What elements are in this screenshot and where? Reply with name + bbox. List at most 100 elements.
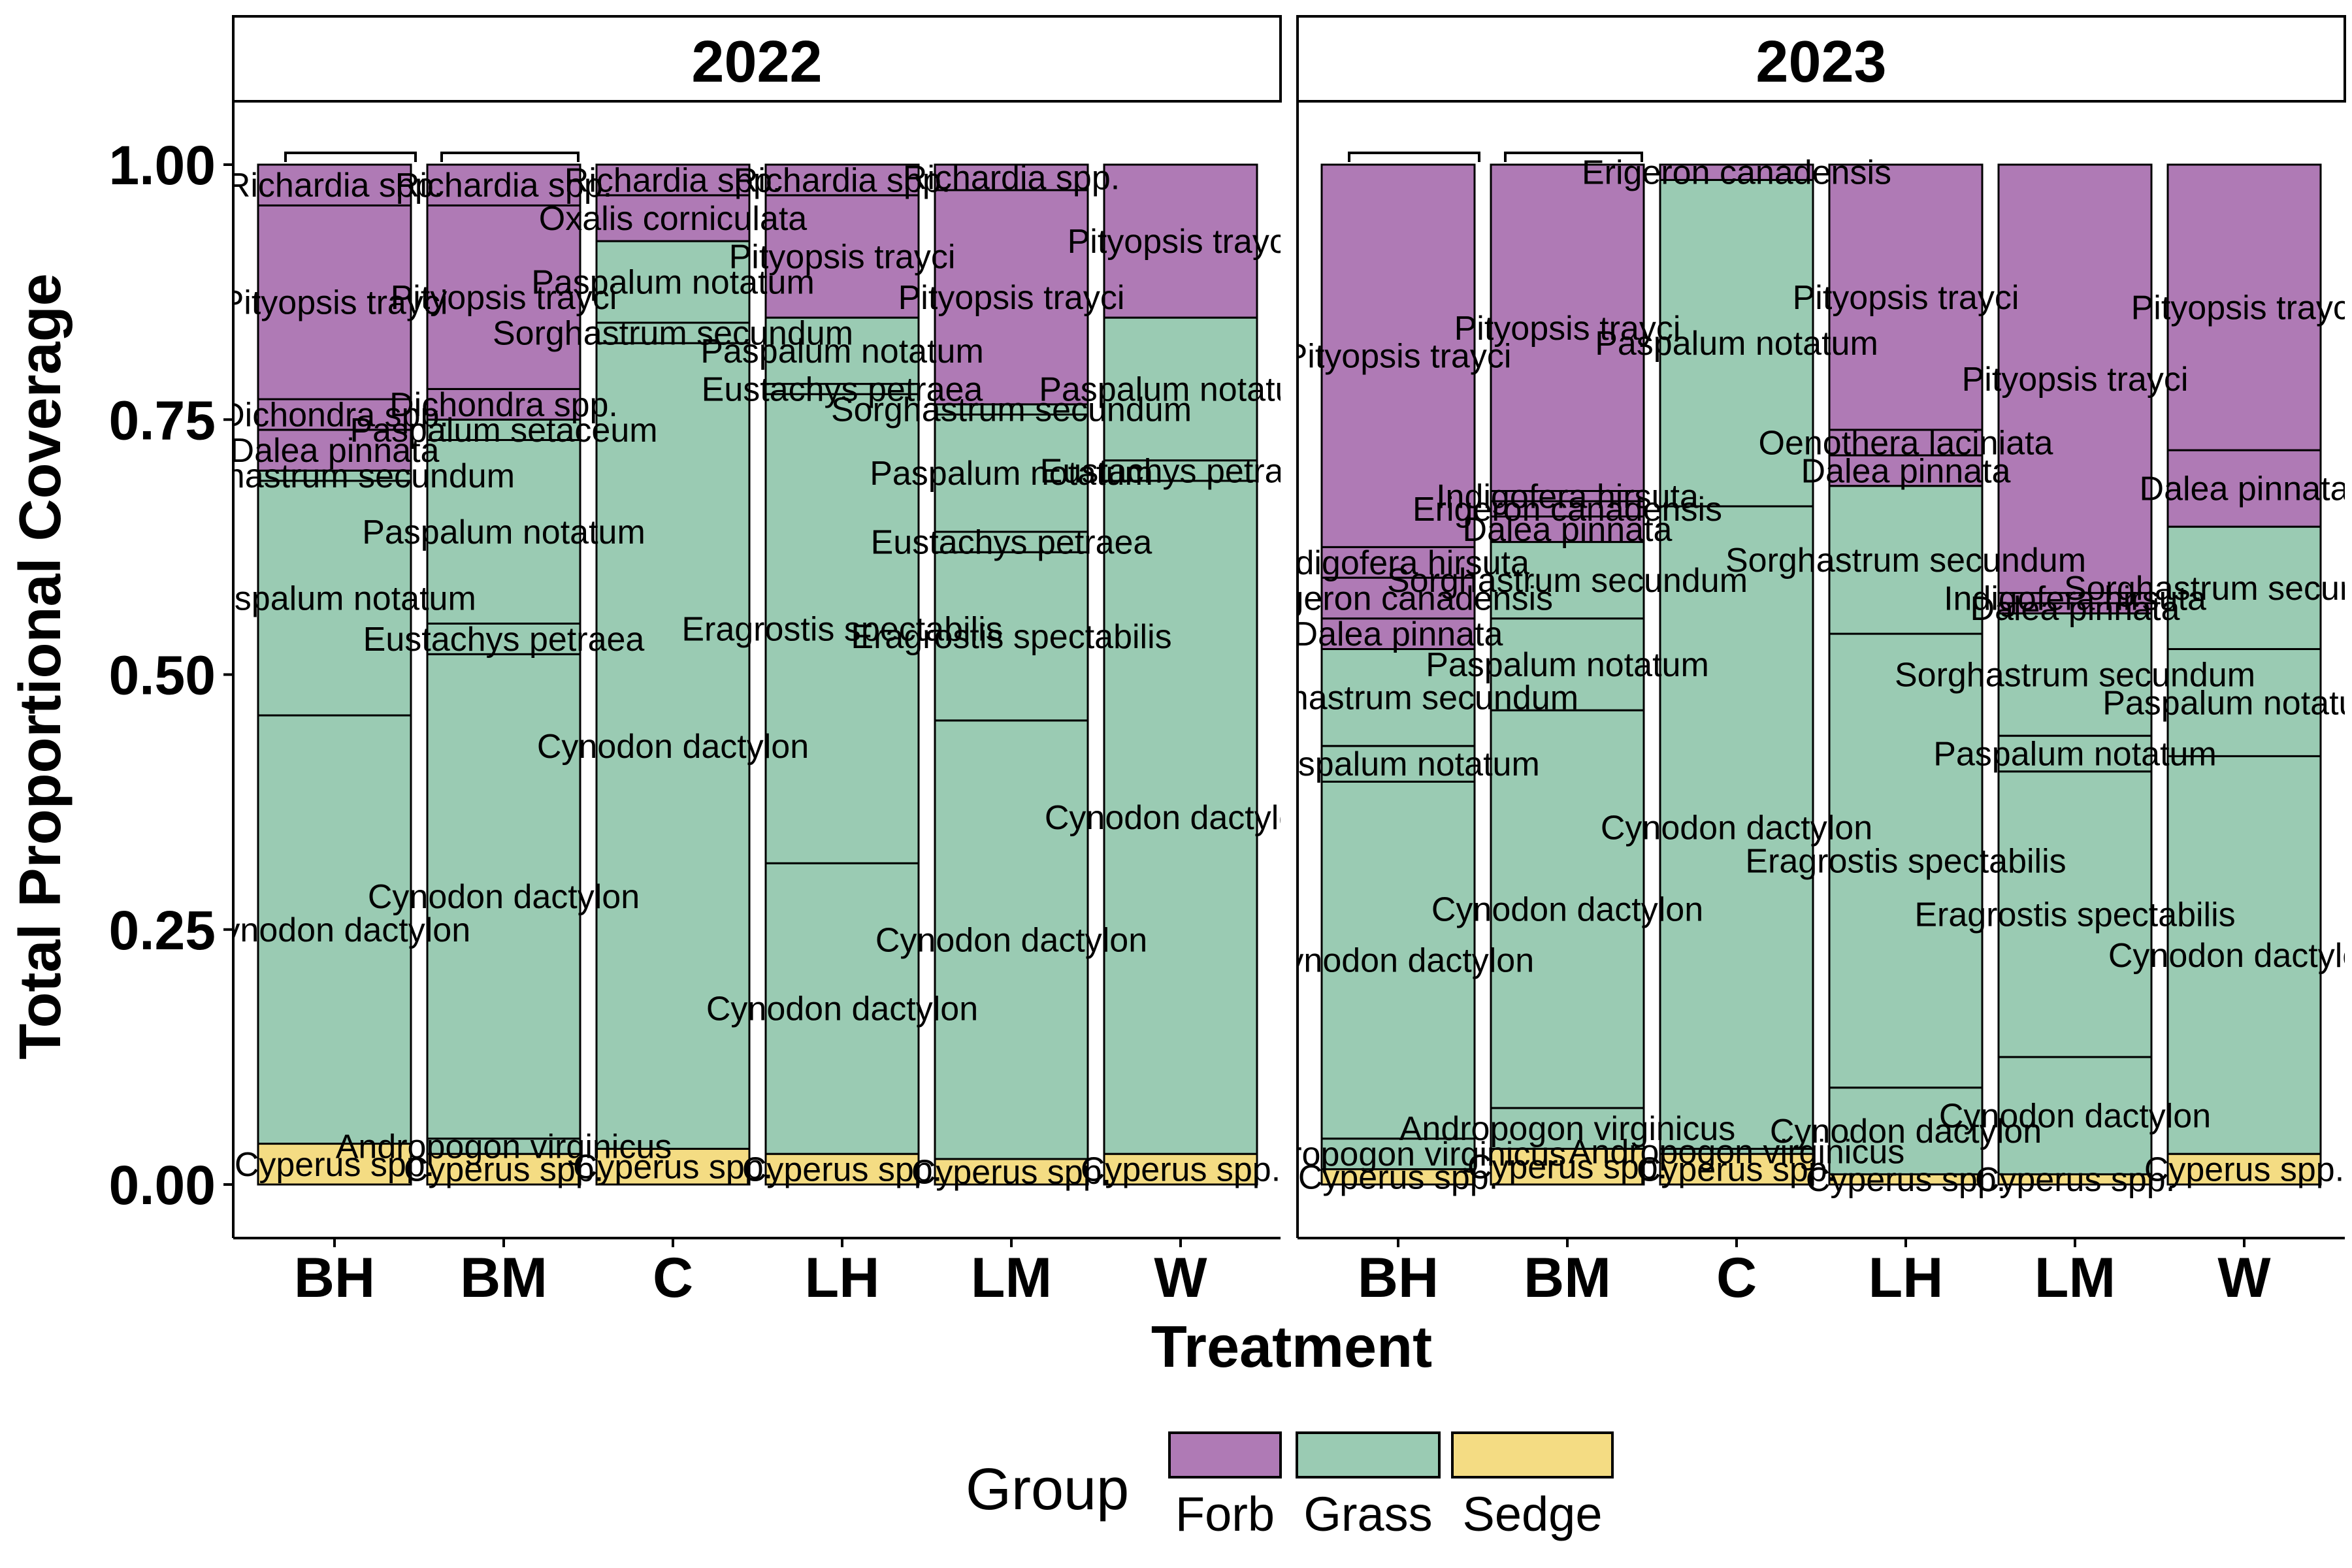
segment-label: Cyperus spp.: [2144, 1151, 2344, 1189]
bar-segment: [1320, 546, 1476, 579]
facet-strip: [1296, 15, 2346, 103]
segment-label: Eustachys petraea: [702, 370, 983, 408]
bar-segment: [1490, 1147, 1645, 1186]
segment-label: Eragrostis spectabilis: [1745, 842, 2066, 880]
segment-label: Cyperus spp.: [235, 1146, 434, 1184]
segment-label: Eustachys petraea: [871, 524, 1152, 562]
y-axis-title: Total Proportional Coverage: [8, 273, 73, 1060]
bar-segment: [764, 862, 920, 1155]
bar-segment: [764, 163, 920, 197]
segment-label: Pityopsis trayci: [1285, 338, 1512, 376]
bar-segment: [1828, 163, 1984, 431]
x-tick-label: BM: [460, 1247, 547, 1309]
y-tick-label: 0.75: [109, 389, 216, 451]
legend: Group Forb Grass Sedge: [966, 1431, 1614, 1541]
segment-label: Sorghastrum secundum: [2064, 570, 2352, 608]
bar-segment: [1320, 647, 1476, 747]
bar-segment: [1320, 745, 1476, 783]
bar-segment: [1997, 734, 2153, 773]
segment-label: Cynodon dactylon: [1939, 1098, 2211, 1135]
segment-label: Richardia spp.: [564, 161, 781, 199]
x-tick-label: C: [1716, 1247, 1757, 1309]
bar-segment: [257, 429, 412, 472]
bar-segment: [1320, 780, 1476, 1140]
segment-label: Cyperus spp.: [1467, 1149, 1667, 1186]
segment-label: Cynodon dactylon: [1770, 1113, 2042, 1151]
segment-label: Sorghastrum secundum: [1218, 679, 1578, 717]
segment-label: Cyperus spp.: [573, 1149, 773, 1186]
segment-label: Pityopsis trayci: [898, 279, 1125, 317]
facet-strip: [232, 15, 1282, 103]
segment-label: Paspalum notatum: [1039, 370, 1322, 408]
segment-label: Paspalum notatum: [1426, 646, 1709, 684]
bar-segment: [257, 1143, 412, 1186]
bar-segment: [1320, 1137, 1476, 1171]
segment-label: Paspalum notatum: [193, 580, 476, 617]
bar-segment: [1320, 617, 1476, 650]
segment-label: Eragrostis spectabilis: [1914, 896, 2235, 934]
bar-segment: [426, 163, 581, 206]
segment-label: Cynodon dactylon: [1431, 891, 1703, 929]
bar-segment: [2166, 525, 2322, 650]
segment-label: Richardia spp.: [395, 167, 612, 204]
bar-segment: [934, 531, 1089, 553]
bar-segment: [1103, 1152, 1258, 1186]
bar-segment: [1490, 541, 1645, 620]
segment-label: Dalea pinnata: [1801, 452, 2011, 490]
segment-label: Pityopsis trayci: [1962, 361, 2189, 399]
bar-segment: [1828, 632, 1984, 1089]
legend-title: Group: [966, 1457, 1129, 1522]
segment-label: Sorghastrum secundum: [831, 391, 1192, 429]
segment-label: Eustachys petraea: [1040, 452, 1322, 490]
segment-label: Cyperus spp.: [1081, 1151, 1281, 1189]
bar-segment: [595, 240, 751, 324]
bar-segment: [1490, 709, 1645, 1109]
segment-label: Eragrostis spectabilis: [851, 618, 1171, 656]
segment-label: Sorghastrum secundum: [493, 315, 853, 353]
segment-label: Dalea pinnata: [2140, 470, 2349, 508]
legend-label: Sedge: [1463, 1487, 1603, 1541]
bar-segment: [1490, 617, 1645, 711]
significance-bracket: [284, 152, 417, 162]
segment-label: Dalea pinnata: [1294, 615, 1503, 653]
bar-segment: [1997, 770, 2153, 1058]
legend-key-forb: [1168, 1431, 1282, 1478]
segment-label: Dalea pinnata: [1463, 511, 1673, 549]
segment-label: Cynodon dactylon: [1601, 809, 1872, 847]
segment-label: Paspalum notatum: [362, 514, 645, 551]
bar-segment: [1997, 1056, 2153, 1175]
segment-label: Dichondra spp.: [389, 386, 618, 424]
bar-segment: [595, 321, 751, 344]
segment-label: Cyperus spp.: [1298, 1158, 1498, 1196]
segment-label: Cynodon dactylon: [199, 911, 470, 949]
segment-label: Sorghastrum secundum: [1725, 542, 2086, 580]
bar-segment: [1490, 515, 1645, 544]
legend-label: Grass: [1303, 1487, 1432, 1541]
bar-segment: [1828, 454, 1984, 487]
bar-segment: [764, 393, 920, 864]
segment-label: Cynodon dactylon: [537, 728, 809, 766]
bar-segment: [1103, 480, 1258, 1155]
legend-label: Forb: [1175, 1487, 1275, 1541]
bar-segment: [426, 1152, 581, 1186]
segment-label: Cyperus spp.: [742, 1151, 942, 1189]
x-tick-label: W: [2217, 1247, 2271, 1309]
segment-label: Eustachys petraea: [363, 621, 645, 659]
legend-key-grass: [1296, 1431, 1441, 1478]
bar-segment: [1659, 505, 1814, 1150]
significance-bracket: [1348, 152, 1480, 162]
bar-segment: [1103, 163, 1258, 319]
segment-label: Erigeron canadensis: [1582, 154, 1891, 192]
segment-label: Cyperus spp.: [1637, 1151, 1837, 1189]
segment-label: Pityopsis trayci: [1068, 223, 1294, 261]
segment-label: Sorghastrum secundum: [1895, 657, 2255, 694]
segment-labels: Cyperus spp.Andropogon virginicusCynodon…: [1218, 154, 2352, 1199]
segment-label: Paspalum notatum: [700, 333, 984, 370]
segment-label: Cyperus spp.: [911, 1153, 1111, 1191]
bar-segment: [1997, 163, 2153, 595]
bar-segment: [764, 316, 920, 385]
x-tick-label: LH: [805, 1247, 880, 1309]
bars: [1320, 163, 2322, 1186]
segment-label: Erigeron canadensis: [1243, 580, 1553, 617]
